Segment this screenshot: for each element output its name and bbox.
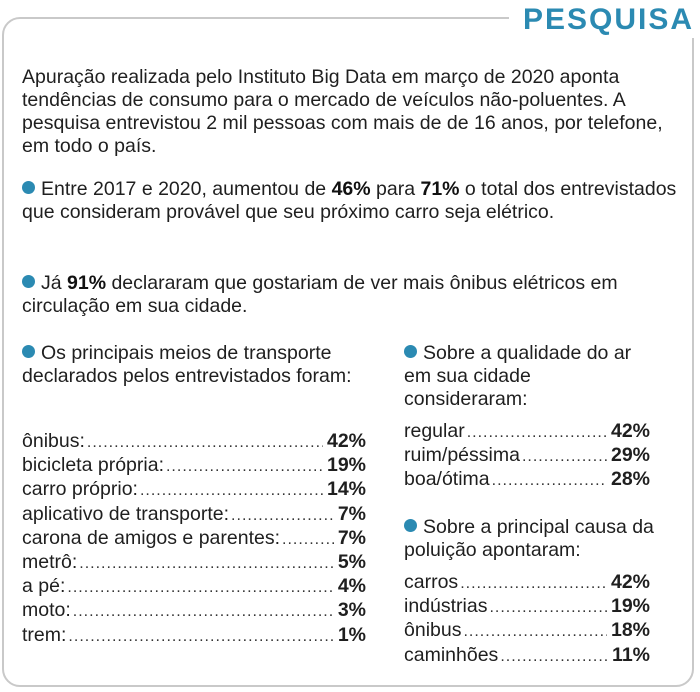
air-row-value: 42% bbox=[610, 420, 650, 442]
transport-row: moto:...................................… bbox=[22, 599, 366, 623]
transport-row-label: moto: bbox=[22, 599, 71, 622]
dot-leader: ........................................… bbox=[491, 472, 607, 490]
dot-leader: ........................................… bbox=[466, 424, 607, 441]
point-growth-post: o total dos entrevistados que consideram… bbox=[22, 178, 677, 223]
transport-row: ônibus:.................................… bbox=[22, 430, 366, 454]
transport-row-label: aplicativo de transporte: bbox=[22, 502, 230, 525]
point-bus-pre: Já bbox=[41, 272, 68, 294]
pollution-row: carros..................................… bbox=[404, 571, 650, 595]
transport-row: bicicleta própria:......................… bbox=[22, 454, 366, 478]
bullet-icon bbox=[404, 345, 417, 358]
transport-row-value: 5% bbox=[337, 550, 366, 573]
air-row-value: 28% bbox=[610, 468, 650, 491]
transport-row-value: 1% bbox=[337, 623, 366, 646]
pollution-row-value: 11% bbox=[612, 643, 650, 666]
pollution-row-value: 42% bbox=[610, 571, 650, 593]
transport-row-value: 19% bbox=[326, 454, 366, 477]
dot-leader: ........................................… bbox=[79, 554, 334, 572]
section-title: PESQUISA bbox=[508, 2, 700, 38]
intro-paragraph: Apuração realizada pelo Instituto Big Da… bbox=[22, 66, 663, 157]
bullet-icon bbox=[404, 519, 417, 532]
transport-row-label: a pé: bbox=[22, 575, 66, 598]
dot-leader: ........................................… bbox=[500, 647, 608, 665]
transport-row-label: bicicleta própria: bbox=[22, 454, 164, 477]
pollution-row-value: 18% bbox=[610, 619, 650, 642]
transport-row-value: 14% bbox=[326, 478, 366, 501]
pollution-row: caminhões...............................… bbox=[404, 644, 650, 668]
transport-row: metrô:..................................… bbox=[22, 551, 366, 575]
pollution-row-label: caminhões bbox=[404, 643, 499, 666]
air-row-label: ruim/péssima bbox=[404, 444, 520, 467]
pollution-row-value: 19% bbox=[610, 595, 650, 618]
content-frame bbox=[2, 17, 694, 687]
transport-row: trem:...................................… bbox=[22, 624, 366, 648]
dot-leader: ........................................… bbox=[282, 530, 334, 548]
transport-row: aplicativo de transporte:...............… bbox=[22, 503, 366, 527]
air-row-label: regular bbox=[404, 420, 465, 442]
transport-row-value: 7% bbox=[337, 502, 366, 525]
bullet-icon bbox=[22, 345, 35, 358]
point-bus-value: 91% bbox=[67, 272, 107, 294]
pollution-list: carros..................................… bbox=[404, 571, 650, 668]
air-row: regular.................................… bbox=[404, 420, 650, 444]
transport-row: carro próprio:..........................… bbox=[22, 478, 366, 502]
pollution-row-label: indústrias bbox=[404, 595, 488, 618]
air-heading-text: Sobre a qualidade do ar em sua cidade co… bbox=[404, 342, 632, 410]
transport-row-value: 42% bbox=[326, 430, 366, 452]
transport-row-label: ônibus: bbox=[22, 430, 85, 452]
transport-list: ônibus:.................................… bbox=[22, 430, 366, 648]
transport-row-value: 3% bbox=[337, 599, 366, 622]
transport-row-label: trem: bbox=[22, 623, 67, 646]
point-growth-from: 46% bbox=[331, 178, 371, 200]
point-electric-bus: Já 91% declararam que gostariam de ver m… bbox=[22, 272, 682, 318]
pollution-heading-text: Sobre a principal causa da poluição apon… bbox=[404, 516, 654, 561]
air-row: boa/ótima...............................… bbox=[404, 468, 650, 492]
dot-leader: ........................................… bbox=[463, 623, 607, 641]
bullet-icon bbox=[22, 181, 35, 194]
air-row-value: 29% bbox=[610, 444, 650, 467]
air-row-label: boa/ótima bbox=[404, 468, 490, 491]
air-heading: Sobre a qualidade do ar em sua cidade co… bbox=[404, 342, 654, 411]
bullet-icon bbox=[22, 275, 35, 288]
pollution-row-label: carros bbox=[404, 571, 459, 593]
pollution-row-label: ônibus bbox=[404, 619, 462, 642]
dot-leader: ........................................… bbox=[68, 627, 333, 645]
point-growth-to: 71% bbox=[420, 178, 460, 200]
transport-heading-text: Os principais meios de transporte declar… bbox=[22, 342, 352, 387]
dot-leader: ........................................… bbox=[165, 458, 323, 476]
transport-row-value: 4% bbox=[337, 575, 366, 598]
transport-row-label: carro próprio: bbox=[22, 478, 138, 501]
dot-leader: ........................................… bbox=[72, 603, 334, 621]
dot-leader: ........................................… bbox=[139, 482, 323, 500]
transport-row: carona de amigos e parentes:............… bbox=[22, 527, 366, 551]
dot-leader: ........................................… bbox=[67, 579, 334, 597]
air-row: ruim/péssima............................… bbox=[404, 444, 650, 468]
dot-leader: ........................................… bbox=[521, 448, 607, 466]
point-bus-post: declararam que gostariam de ver mais ôni… bbox=[22, 272, 618, 317]
transport-row-label: carona de amigos e parentes: bbox=[22, 526, 280, 549]
transport-row-value: 7% bbox=[337, 526, 366, 549]
transport-row: a pé:...................................… bbox=[22, 575, 366, 599]
point-growth: Entre 2017 e 2020, aumentou de 46% para … bbox=[22, 178, 682, 224]
dot-leader: ........................................… bbox=[460, 575, 607, 592]
point-growth-pre: Entre 2017 e 2020, aumentou de bbox=[41, 178, 332, 200]
point-growth-mid: para bbox=[370, 178, 421, 200]
pollution-row: ônibus..................................… bbox=[404, 619, 650, 643]
air-list: regular.................................… bbox=[404, 420, 650, 493]
dot-leader: ........................................… bbox=[231, 506, 334, 524]
dot-leader: ........................................… bbox=[489, 599, 607, 617]
transport-row-label: metrô: bbox=[22, 550, 78, 573]
dot-leader: ........................................… bbox=[86, 434, 323, 451]
pollution-row: indústrias..............................… bbox=[404, 595, 650, 619]
transport-heading: Os principais meios de transporte declar… bbox=[22, 342, 377, 388]
pollution-heading: Sobre a principal causa da poluição apon… bbox=[404, 516, 666, 562]
